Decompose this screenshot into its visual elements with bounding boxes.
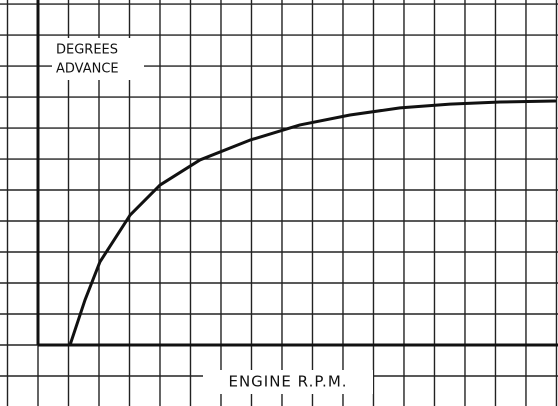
label-box	[203, 370, 373, 394]
curve	[68, 99, 557, 347]
y-axis-label: DEGREES	[56, 43, 118, 58]
axes	[36, 0, 558, 347]
y-axis-label: ADVANCE	[56, 62, 119, 77]
label-box	[52, 38, 144, 80]
plot	[68, 99, 557, 347]
x-axis-label: ENGINE R.P.M.	[228, 373, 347, 391]
